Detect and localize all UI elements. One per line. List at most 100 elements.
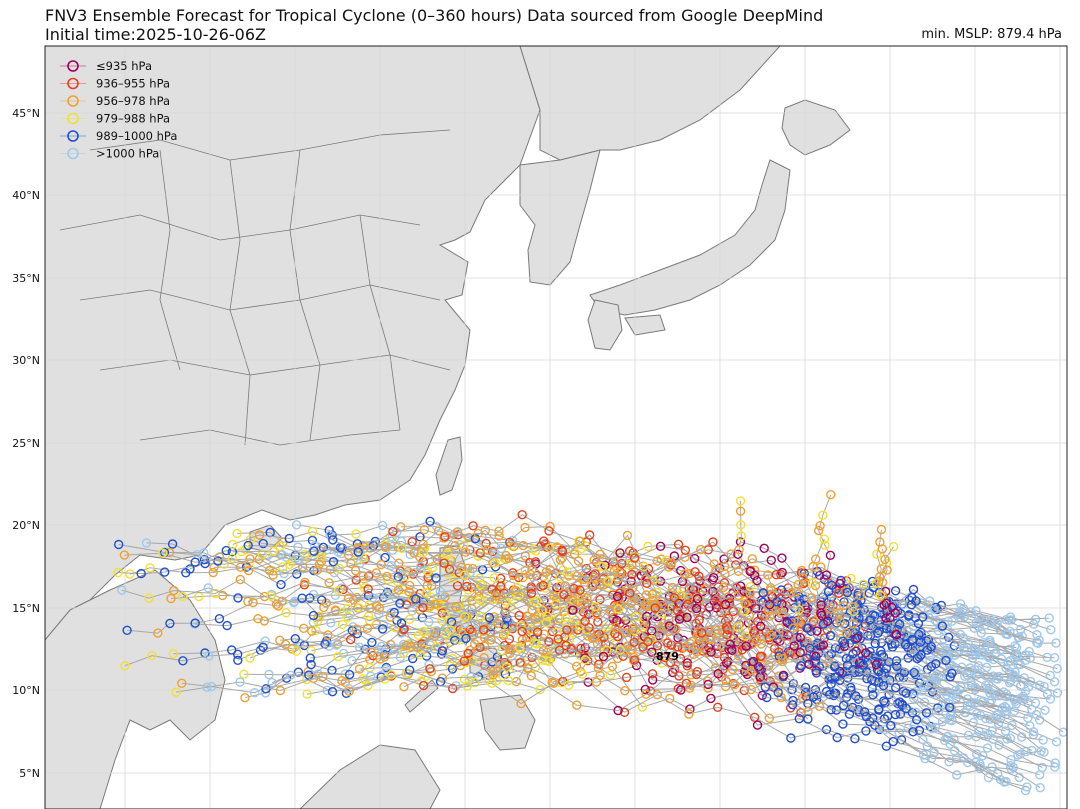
track-point [526, 588, 537, 598]
track-point [232, 528, 242, 539]
track-point [947, 668, 957, 678]
initial-time: Initial time:2025-10-26-06Z [45, 25, 266, 44]
ensemble-track-line [176, 666, 1055, 768]
track-point [877, 591, 887, 602]
track-point [960, 671, 970, 681]
track-point [914, 725, 925, 735]
track-point [613, 604, 624, 614]
track-point [620, 686, 630, 696]
track-point [946, 661, 956, 672]
mainland-asia [45, 46, 541, 641]
track-point [459, 656, 470, 666]
track-point [1006, 764, 1016, 774]
track-point [838, 719, 848, 729]
track-point [514, 642, 525, 653]
track-point [308, 673, 319, 683]
track-point [491, 591, 502, 601]
track-point [258, 538, 268, 549]
ensemble-track-line [310, 589, 1051, 659]
track-point [795, 632, 805, 643]
track-point [834, 644, 845, 654]
track-point [908, 727, 918, 737]
track-point [1010, 641, 1020, 651]
track-point [885, 612, 895, 623]
track-point [1032, 630, 1042, 640]
track-point [1050, 758, 1060, 768]
track-point [766, 630, 776, 640]
track-point [858, 660, 868, 670]
track-point [854, 613, 864, 623]
track-point [1011, 651, 1022, 661]
track-point [165, 618, 175, 629]
track-point [214, 614, 225, 624]
ensemble-track-line [124, 552, 1033, 751]
track-point [882, 565, 892, 575]
track-point [415, 532, 425, 542]
track-point [1001, 663, 1011, 673]
track-point [755, 651, 766, 661]
track-point [696, 544, 706, 555]
track-point [1058, 727, 1067, 737]
track-point [674, 614, 685, 624]
track-point [984, 653, 994, 663]
track-point [530, 557, 541, 567]
track-point [292, 569, 302, 579]
ensemble-track-line [265, 652, 1006, 732]
track-point [538, 580, 548, 591]
track-point [825, 550, 836, 560]
latitude-label: 40°N [12, 189, 40, 202]
track-point [984, 679, 994, 689]
track-point [915, 637, 926, 647]
track-point [724, 598, 735, 608]
track-point [347, 626, 357, 636]
track-point [465, 624, 475, 635]
track-point [818, 510, 828, 520]
track-point [746, 599, 757, 609]
track-point [1038, 735, 1048, 745]
track-point [718, 582, 729, 593]
track-point [733, 566, 744, 576]
track-point [919, 680, 929, 691]
track-point [483, 545, 493, 555]
track-point [338, 584, 348, 595]
track-point [430, 599, 440, 609]
track-point [451, 602, 461, 612]
track-point [621, 672, 632, 683]
track-point [752, 576, 762, 586]
track-point [311, 625, 321, 636]
track-point [963, 757, 973, 768]
track-point [595, 670, 605, 681]
track-point [778, 670, 789, 680]
track-point [643, 637, 653, 647]
track-point [932, 670, 942, 680]
track-point [764, 713, 774, 723]
track-point [786, 733, 796, 743]
track-point [955, 599, 966, 609]
track-point [848, 619, 859, 629]
track-point [881, 598, 892, 608]
track-point [595, 594, 605, 605]
track-point [753, 662, 764, 672]
track-point [970, 698, 981, 708]
track-point [351, 575, 361, 585]
track-point [557, 546, 568, 557]
track-point [803, 714, 813, 724]
track-point [572, 700, 582, 710]
track-point [136, 568, 146, 579]
track-point [382, 590, 392, 600]
track-point [921, 672, 931, 682]
track-point [405, 580, 415, 591]
track-point [1052, 688, 1063, 698]
ensemble-track-line [818, 494, 892, 629]
track-point [380, 552, 390, 563]
track-point [892, 661, 902, 671]
track-point [759, 543, 769, 553]
track-point [447, 664, 458, 674]
track-point [475, 580, 486, 590]
track-point [266, 591, 276, 601]
track-point [703, 679, 713, 690]
track-point [811, 554, 821, 564]
track-point [796, 568, 807, 578]
track-point [647, 669, 658, 679]
track-point [293, 542, 303, 552]
